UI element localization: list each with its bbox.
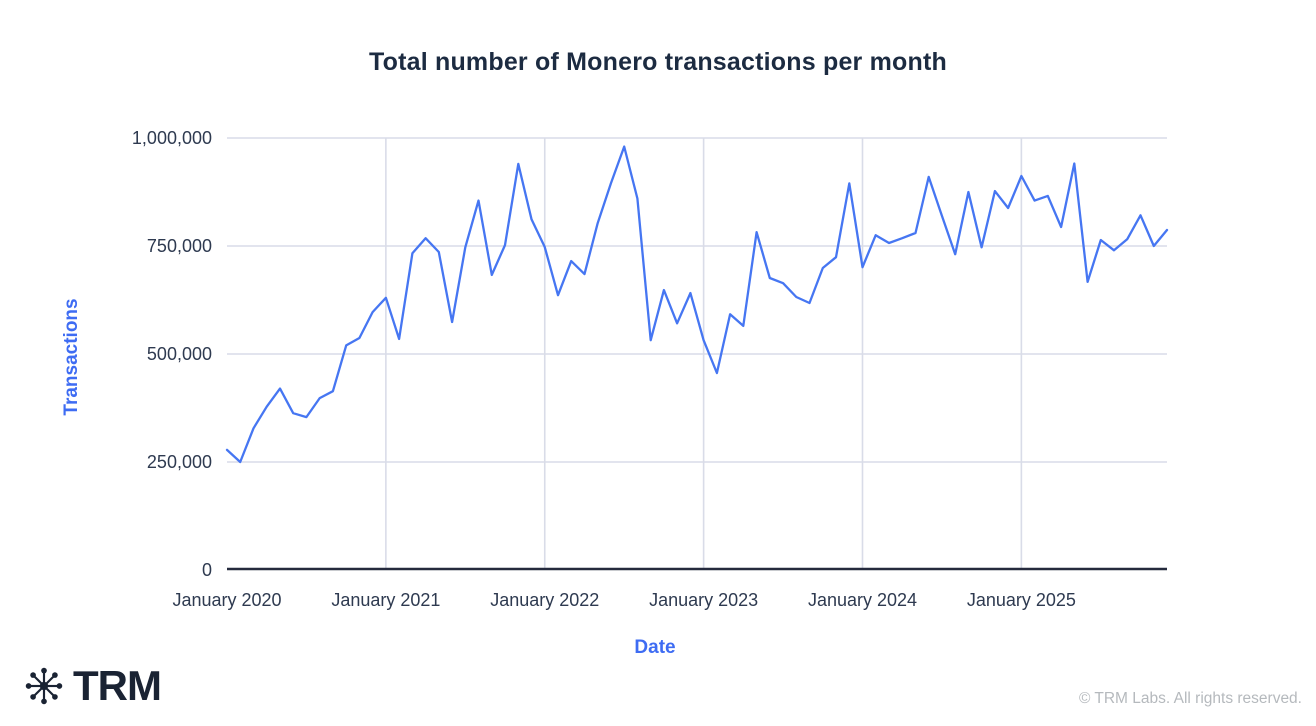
y-tick-label: 0 — [201, 560, 212, 580]
x-tick-label: January 2021 — [331, 590, 441, 610]
y-axis-title: Transactions — [61, 298, 82, 416]
x-tick-label: January 2024 — [807, 590, 918, 610]
x-tick-label: January 2022 — [490, 590, 600, 610]
trm-logo: TRM — [24, 662, 162, 709]
copyright-notice: © TRM Labs. All rights reserved. — [1078, 690, 1302, 707]
y-tick-label: 1,000,000 — [131, 128, 212, 148]
transactions-line-series — [225, 145, 1169, 464]
y-tick-label: 250,000 — [146, 452, 212, 472]
chart-title: Total number of Monero transactions per … — [368, 48, 947, 76]
y-tick-label: 500,000 — [146, 344, 212, 364]
y-tick-label: 750,000 — [146, 236, 212, 256]
x-tick-label: January 2023 — [649, 590, 759, 610]
trm-logo-text: TRM — [73, 662, 162, 709]
x-tick-label: January 2025 — [966, 590, 1076, 610]
x-tick-label: January 2020 — [172, 590, 282, 610]
x-axis-title: Date — [634, 637, 676, 658]
line-chart-plot-area — [225, 137, 1169, 571]
network-asterisk-icon — [25, 667, 63, 705]
